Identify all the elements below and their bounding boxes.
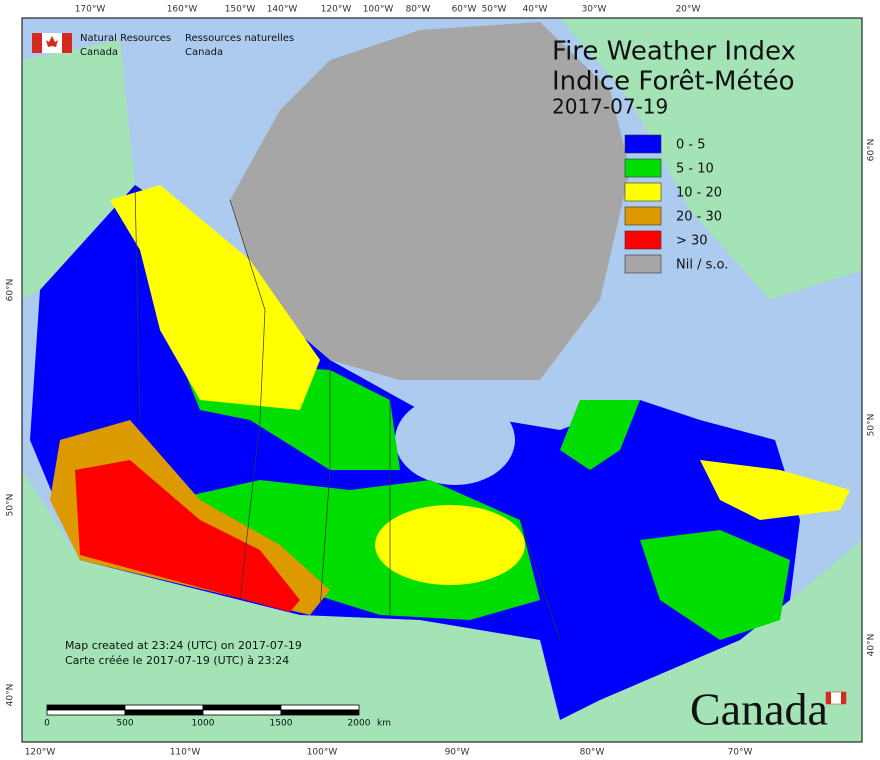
org-fr-2: Canada — [185, 47, 223, 58]
flag-left — [32, 33, 42, 53]
scale-segment — [46, 709, 126, 716]
scale-label: 1500 — [270, 719, 293, 729]
grat-top: 80°W — [406, 5, 431, 15]
grat-left: 40°N — [6, 684, 16, 707]
scale-label: 2000 — [348, 719, 371, 729]
grat-bottom: 90°W — [445, 748, 470, 758]
zone-yellow-c — [375, 505, 525, 585]
note-en: Map created at 23:24 (UTC) on 2017-07-19 — [65, 639, 302, 652]
border — [319, 360, 331, 611]
grat-bottom: 120°W — [25, 748, 56, 758]
wordmark-flag-l — [826, 692, 831, 704]
canada-wordmark: Canada — [690, 684, 828, 735]
flag-right — [62, 33, 72, 53]
org-en-2: Canada — [80, 47, 118, 58]
legend-label: 0 - 5 — [676, 138, 706, 153]
border — [519, 519, 561, 641]
grat-right: 50°N — [867, 414, 877, 437]
zone-green-q — [560, 400, 640, 470]
scale-label: 0 — [44, 719, 50, 729]
note-fr: Carte créée le 2017-07-19 (UTC) à 23:24 — [65, 654, 289, 667]
frame — [21, 17, 863, 743]
legend-swatch — [624, 158, 662, 178]
legend-swatch — [624, 206, 662, 226]
scale-segment — [46, 704, 126, 711]
zone-yellow-e — [700, 460, 850, 520]
grat-bottom: 110°W — [170, 748, 201, 758]
scale-segment — [124, 709, 204, 716]
grat-top: 120°W — [321, 5, 352, 15]
border — [229, 199, 266, 601]
grat-top: 60°W — [452, 5, 477, 15]
grat-right: 40°N — [867, 634, 877, 657]
legend-label: > 30 — [676, 234, 708, 249]
scale-bar: 0 500 1000 1500 2000 km — [44, 704, 391, 729]
alaska — [22, 40, 135, 300]
scale-label: 1000 — [192, 719, 215, 729]
map-body — [21, 17, 863, 743]
title-fr: Indice Forêt-Météo — [552, 67, 795, 97]
legend: 0 - 5 5 - 10 10 - 20 20 - 30 > 30 Nil / s.o. — [624, 134, 728, 274]
legend-label: Nil / s.o. — [676, 258, 728, 273]
grat-bottom: 70°W — [728, 748, 753, 758]
grat-left: 50°N — [6, 494, 16, 517]
legend-swatch — [624, 230, 662, 250]
grat-top: 170°W — [75, 5, 106, 15]
scale-segment — [202, 704, 282, 711]
scale-segment — [202, 709, 282, 716]
grat-bottom: 100°W — [307, 748, 338, 758]
zone-green-e — [640, 530, 790, 640]
org-fr: Ressources naturelles — [185, 33, 294, 44]
maple-leaf — [46, 36, 58, 47]
arctic-nodata — [230, 22, 630, 380]
grat-top: 20°W — [676, 5, 701, 15]
hudson-bay — [395, 395, 515, 485]
grat-top: 140°W — [267, 5, 298, 15]
legend-label: 5 - 10 — [676, 162, 714, 177]
usa — [22, 470, 862, 742]
grat-top: 30°W — [582, 5, 607, 15]
grat-top: 50°W — [482, 5, 507, 15]
header: Natural Resources Canada Ressources natu… — [32, 33, 294, 58]
zone-red — [75, 460, 300, 612]
border — [134, 184, 141, 421]
legend-swatch — [624, 182, 662, 202]
scale-segment — [280, 704, 360, 711]
grat-top: 160°W — [167, 5, 198, 15]
legend-swatch — [624, 134, 662, 154]
org-en: Natural Resources — [80, 33, 171, 44]
zone-yellow-n — [110, 185, 320, 410]
legend-swatch — [624, 254, 662, 274]
graticule-labels: 170°W 160°W 150°W 140°W 120°W 100°W 80°W 60°W 50… — [6, 5, 877, 758]
legend-label: 20 - 30 — [676, 210, 722, 225]
wordmark-flag-r — [841, 692, 846, 704]
title-en: Fire Weather Index — [552, 37, 796, 67]
grat-top: 150°W — [225, 5, 256, 15]
borders — [134, 184, 561, 641]
title-date: 2017-07-19 — [552, 95, 668, 119]
greenland — [560, 18, 862, 300]
scale-segment — [280, 709, 360, 716]
legend-label: 10 - 20 — [676, 186, 722, 201]
scale-label: 500 — [116, 719, 133, 729]
grat-left: 60°N — [6, 279, 16, 302]
grat-bottom: 80°W — [580, 748, 605, 758]
grat-top: 40°W — [523, 5, 548, 15]
grat-right: 60°N — [867, 139, 877, 162]
scale-segment — [124, 704, 204, 711]
grat-top: 100°W — [363, 5, 394, 15]
scale-unit: km — [377, 719, 391, 729]
